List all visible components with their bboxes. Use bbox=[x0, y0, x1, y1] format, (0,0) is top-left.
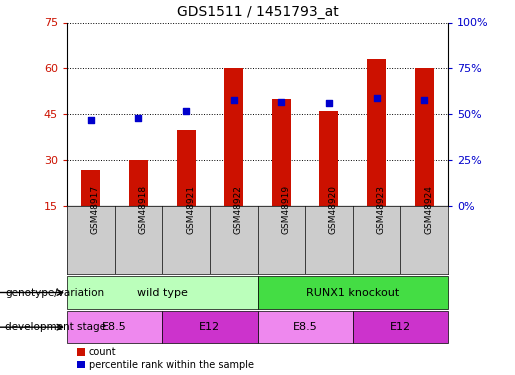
Bar bbox=[67, 311, 162, 343]
Bar bbox=[67, 276, 258, 309]
Point bbox=[277, 99, 285, 105]
Legend: count, percentile rank within the sample: count, percentile rank within the sample bbox=[77, 347, 253, 370]
Text: E12: E12 bbox=[390, 322, 411, 332]
Point bbox=[182, 108, 190, 114]
Point bbox=[325, 100, 333, 106]
Point bbox=[134, 115, 143, 121]
Bar bbox=[162, 311, 258, 343]
Bar bbox=[415, 68, 434, 206]
Bar bbox=[367, 59, 386, 206]
Bar bbox=[129, 160, 148, 206]
Text: E12: E12 bbox=[199, 322, 220, 332]
Text: E8.5: E8.5 bbox=[293, 322, 318, 332]
Text: GSM48920: GSM48920 bbox=[329, 185, 338, 234]
Text: GSM48919: GSM48919 bbox=[281, 185, 290, 234]
Point bbox=[230, 97, 238, 103]
Title: GDS1511 / 1451793_at: GDS1511 / 1451793_at bbox=[177, 5, 338, 19]
Bar bbox=[272, 99, 291, 206]
Bar bbox=[224, 68, 243, 206]
Text: genotype/variation: genotype/variation bbox=[5, 288, 104, 297]
Text: E8.5: E8.5 bbox=[102, 322, 127, 332]
Text: GSM48924: GSM48924 bbox=[424, 185, 433, 234]
Text: RUNX1 knockout: RUNX1 knockout bbox=[306, 288, 400, 297]
Text: GSM48922: GSM48922 bbox=[234, 185, 243, 234]
Point bbox=[372, 95, 381, 101]
Point bbox=[420, 97, 428, 103]
Bar bbox=[81, 170, 100, 206]
Bar bbox=[353, 311, 448, 343]
Text: GSM48921: GSM48921 bbox=[186, 185, 195, 234]
Text: wild type: wild type bbox=[137, 288, 187, 297]
Point bbox=[87, 117, 95, 123]
Bar bbox=[177, 130, 196, 206]
Text: GSM48918: GSM48918 bbox=[139, 185, 147, 234]
Bar bbox=[258, 276, 448, 309]
Bar bbox=[319, 111, 338, 206]
Text: GSM48923: GSM48923 bbox=[376, 185, 386, 234]
Text: GSM48917: GSM48917 bbox=[91, 185, 100, 234]
Text: development stage: development stage bbox=[5, 322, 106, 332]
Bar bbox=[258, 311, 353, 343]
